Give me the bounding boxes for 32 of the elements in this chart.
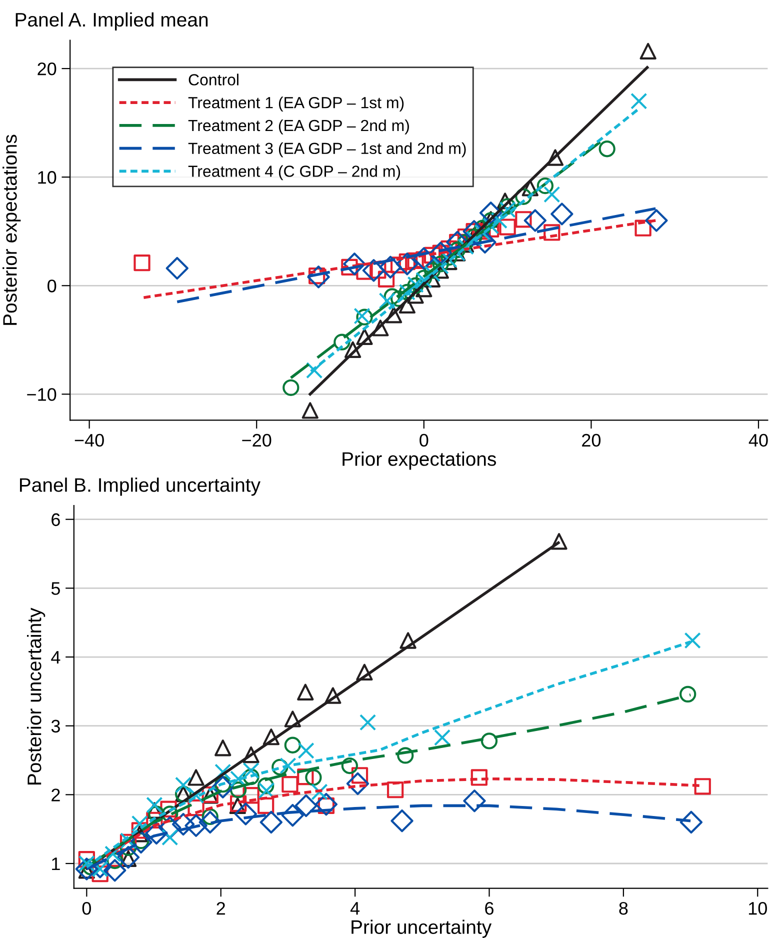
legend-label: Treatment 3 (EA GDP – 1st and 2nd m): [188, 142, 466, 158]
legend-label: Treatment 2 (EA GDP – 2nd m): [188, 119, 409, 134]
y-axis-title: Posterior uncertainty: [27, 608, 46, 784]
y-tick-label: 6: [52, 513, 60, 526]
y-tick-label: 10: [38, 171, 56, 184]
y-axis-title: Posterior expectations: [2, 134, 21, 325]
y-tick-label: 20: [38, 62, 56, 76]
y-tick-label: 3: [51, 720, 60, 733]
y-tick-label: −10: [27, 388, 56, 401]
legend-label: Treatment 4 (C GDP – 2nd m): [188, 165, 400, 180]
x-tick-label: −20: [242, 434, 272, 447]
y-tick-label: 1: [52, 858, 60, 870]
x-tick-label: 0: [420, 434, 428, 447]
legend-label: Control: [188, 74, 238, 86]
x-axis-title: Prior expectations: [342, 452, 496, 470]
x-tick-label: 10: [748, 902, 767, 915]
y-tick-label: 4: [51, 651, 60, 664]
y-tick-label: 2: [52, 788, 60, 802]
legend-label: Treatment 1 (EA GDP – 1st m): [188, 96, 404, 112]
x-tick-label: 6: [485, 902, 494, 915]
x-tick-label: 2: [216, 902, 225, 915]
x-tick-label: 40: [748, 434, 768, 447]
y-tick-label: 5: [51, 582, 60, 595]
x-tick-label: 20: [582, 434, 601, 447]
y-tick-label: 0: [48, 280, 56, 292]
chart-title: Panel B. Implied uncertainty: [20, 478, 260, 496]
chart-title: Panel A. Implied mean: [16, 12, 208, 30]
x-axis-title: Prior uncertainty: [352, 920, 492, 938]
x-tick-label: −40: [74, 434, 104, 447]
x-tick-label: 0: [82, 902, 91, 915]
x-tick-label: 8: [619, 902, 628, 915]
x-tick-label: 4: [350, 902, 360, 915]
